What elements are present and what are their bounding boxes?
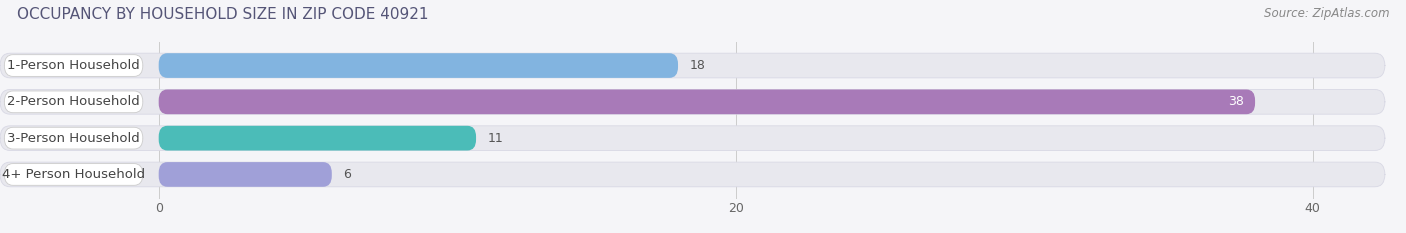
FancyBboxPatch shape bbox=[159, 53, 678, 78]
FancyBboxPatch shape bbox=[0, 126, 1385, 151]
Text: 4+ Person Household: 4+ Person Household bbox=[1, 168, 145, 181]
Text: 38: 38 bbox=[1227, 95, 1243, 108]
Text: 2-Person Household: 2-Person Household bbox=[7, 95, 141, 108]
Text: 1-Person Household: 1-Person Household bbox=[7, 59, 141, 72]
Text: Source: ZipAtlas.com: Source: ZipAtlas.com bbox=[1264, 7, 1389, 20]
FancyBboxPatch shape bbox=[159, 126, 477, 151]
FancyBboxPatch shape bbox=[4, 55, 143, 76]
FancyBboxPatch shape bbox=[4, 91, 143, 113]
FancyBboxPatch shape bbox=[159, 162, 332, 187]
FancyBboxPatch shape bbox=[159, 89, 1256, 114]
Text: 6: 6 bbox=[343, 168, 352, 181]
FancyBboxPatch shape bbox=[0, 162, 1385, 187]
Text: 3-Person Household: 3-Person Household bbox=[7, 132, 141, 145]
Text: 11: 11 bbox=[488, 132, 503, 145]
FancyBboxPatch shape bbox=[4, 127, 143, 149]
FancyBboxPatch shape bbox=[0, 89, 1385, 114]
Text: 18: 18 bbox=[689, 59, 706, 72]
FancyBboxPatch shape bbox=[4, 164, 143, 185]
Text: OCCUPANCY BY HOUSEHOLD SIZE IN ZIP CODE 40921: OCCUPANCY BY HOUSEHOLD SIZE IN ZIP CODE … bbox=[17, 7, 429, 22]
FancyBboxPatch shape bbox=[0, 53, 1385, 78]
